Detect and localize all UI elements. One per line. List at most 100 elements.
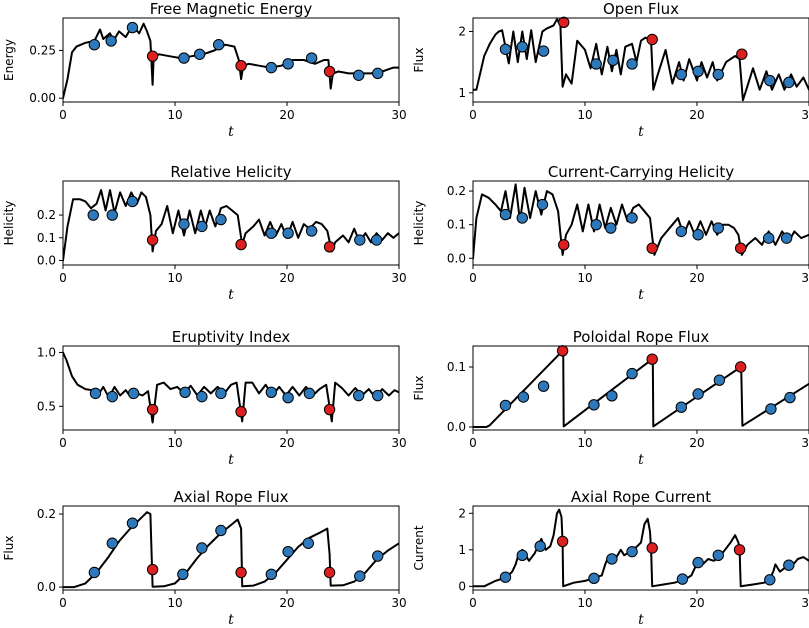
blue-data-point bbox=[590, 58, 602, 70]
blue-data-point bbox=[692, 556, 704, 569]
blue-data-point bbox=[780, 232, 793, 244]
y-tick-label: 0.2 bbox=[37, 507, 56, 521]
x-tick-label: 30 bbox=[391, 271, 406, 285]
x-axis-label: t bbox=[638, 612, 644, 628]
y-tick-label: 0.00 bbox=[29, 91, 56, 105]
blue-data-point bbox=[126, 517, 139, 529]
blue-data-point bbox=[783, 559, 795, 571]
red-data-point bbox=[235, 60, 247, 72]
red-data-point bbox=[235, 405, 247, 418]
blue-data-point bbox=[282, 58, 294, 70]
blue-data-point bbox=[499, 43, 512, 55]
y-axis-label: Helicity bbox=[2, 201, 16, 246]
y-tick-label: 0.0 bbox=[447, 420, 466, 434]
blue-data-point bbox=[675, 68, 688, 81]
red-data-point bbox=[736, 48, 748, 60]
subplot: Eruptivity Index t 0 10 20 30 0.5 1.0 bbox=[37, 328, 407, 468]
x-tick-label: 10 bbox=[577, 596, 592, 610]
blue-data-point bbox=[590, 218, 602, 231]
red-data-point bbox=[646, 242, 658, 254]
blue-data-point bbox=[126, 21, 139, 34]
x-tick-label: 10 bbox=[167, 108, 182, 122]
x-tick-label: 0 bbox=[59, 436, 67, 450]
x-tick-label: 20 bbox=[279, 436, 294, 450]
y-tick-label: 0.1 bbox=[447, 360, 466, 374]
red-data-point bbox=[323, 241, 336, 253]
x-tick-label: 0 bbox=[59, 108, 67, 122]
blue-data-point bbox=[626, 545, 638, 558]
y-axis-label: Flux bbox=[412, 48, 426, 73]
blue-data-point bbox=[212, 39, 225, 51]
blue-data-point bbox=[606, 553, 618, 565]
x-tick-label: 30 bbox=[801, 436, 809, 450]
x-tick-label: 10 bbox=[167, 596, 182, 610]
x-axis-label: t bbox=[638, 287, 644, 303]
red-data-point bbox=[235, 238, 247, 251]
y-tick-label: 0.0 bbox=[447, 251, 466, 265]
red-data-point bbox=[323, 403, 336, 416]
blue-data-point bbox=[196, 220, 208, 233]
x-tick-label: 10 bbox=[577, 108, 592, 122]
subplot-title: Current-Carrying Helicity bbox=[548, 163, 734, 181]
red-data-point bbox=[323, 566, 336, 579]
x-tick-label: 30 bbox=[391, 596, 406, 610]
subplot-title: Poloidal Rope Flux bbox=[573, 328, 710, 346]
x-tick-label: 10 bbox=[577, 436, 592, 450]
y-tick-label: 0.2 bbox=[447, 184, 466, 198]
x-tick-label: 0 bbox=[469, 596, 477, 610]
blue-data-point bbox=[536, 198, 549, 211]
x-axis-label: t bbox=[638, 452, 644, 468]
subplot: Free Magnetic Energy Energy t 0 10 20 30 0.00 0.… bbox=[2, 0, 407, 140]
blue-data-point bbox=[499, 208, 512, 221]
y-tick-label: 0.5 bbox=[37, 399, 56, 413]
blue-data-point bbox=[305, 225, 318, 237]
x-axis-label: t bbox=[228, 452, 234, 468]
blue-data-point bbox=[106, 537, 118, 549]
y-tick-label: 0.0 bbox=[37, 253, 56, 267]
blue-data-point bbox=[265, 227, 278, 239]
red-data-point bbox=[734, 242, 747, 254]
y-tick-label: 0.0 bbox=[37, 580, 56, 594]
blue-data-point bbox=[516, 212, 528, 224]
red-data-point bbox=[146, 563, 159, 576]
blue-data-point bbox=[88, 39, 101, 51]
blue-data-point bbox=[177, 568, 189, 580]
blue-data-point bbox=[517, 391, 530, 403]
blue-data-point bbox=[372, 67, 384, 80]
blue-data-point bbox=[626, 367, 638, 380]
blue-data-point bbox=[783, 76, 795, 89]
blue-data-point bbox=[88, 566, 101, 579]
plot-frame bbox=[472, 505, 809, 591]
series-line bbox=[63, 511, 399, 589]
x-tick-label: 30 bbox=[801, 271, 809, 285]
red-data-point bbox=[235, 566, 247, 579]
blue-data-point bbox=[692, 65, 704, 78]
blue-data-point bbox=[372, 550, 384, 562]
x-tick-label: 10 bbox=[167, 271, 182, 285]
x-tick-label: 20 bbox=[689, 271, 704, 285]
blue-data-point bbox=[282, 227, 294, 239]
red-data-point bbox=[734, 361, 747, 373]
series-line bbox=[63, 22, 399, 100]
blue-data-point bbox=[370, 234, 383, 246]
blue-data-point bbox=[764, 574, 776, 586]
subplot: Axial Rope Current Current t 0 10 20 30 0 1 2 bbox=[412, 488, 809, 628]
series-line bbox=[473, 18, 809, 102]
red-data-point bbox=[646, 542, 658, 554]
red-data-point bbox=[646, 353, 658, 365]
blue-data-point bbox=[675, 401, 688, 413]
x-tick-label: 10 bbox=[167, 436, 182, 450]
red-data-point bbox=[556, 535, 569, 548]
x-tick-label: 30 bbox=[391, 108, 406, 122]
blue-data-point bbox=[713, 374, 726, 386]
red-data-point bbox=[146, 234, 159, 246]
blue-data-point bbox=[215, 524, 227, 537]
red-data-point bbox=[646, 33, 658, 46]
blue-data-point bbox=[606, 390, 618, 402]
blue-data-point bbox=[193, 48, 206, 60]
x-tick-label: 20 bbox=[689, 436, 704, 450]
y-axis-label: Flux bbox=[412, 376, 426, 401]
x-axis-label: t bbox=[228, 612, 234, 628]
x-axis-label: t bbox=[228, 287, 234, 303]
